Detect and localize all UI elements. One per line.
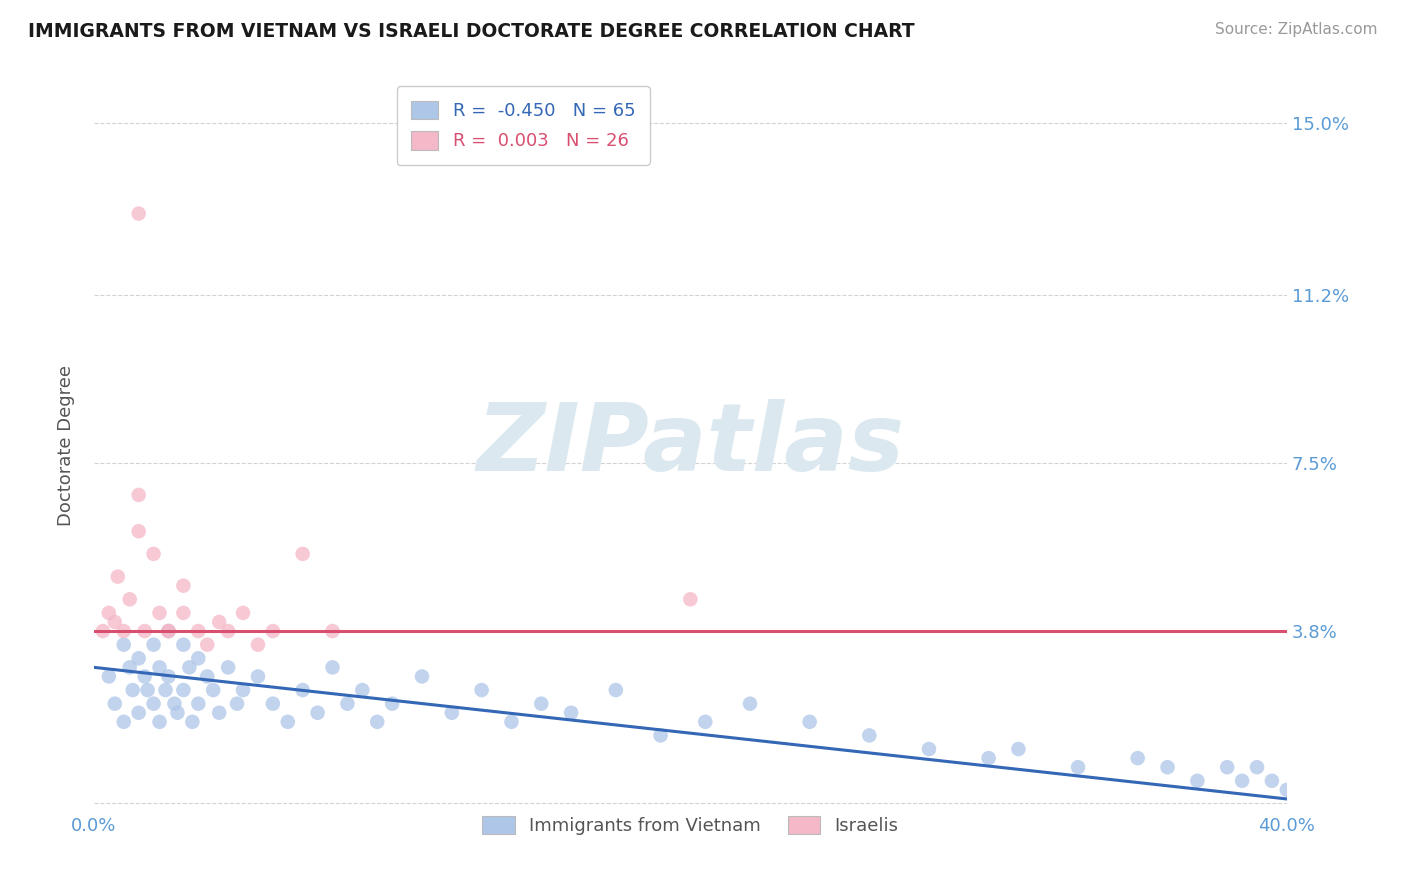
Point — [134, 624, 156, 638]
Point — [471, 683, 494, 698]
Point — [172, 579, 194, 593]
Point — [1261, 773, 1284, 788]
Point — [366, 714, 388, 729]
Point — [142, 697, 165, 711]
Point — [411, 669, 433, 683]
Point — [155, 683, 177, 698]
Point — [172, 683, 194, 698]
Point — [336, 697, 359, 711]
Point — [163, 697, 186, 711]
Point — [291, 683, 314, 698]
Point — [128, 706, 150, 720]
Point — [246, 669, 269, 683]
Point — [128, 651, 150, 665]
Point — [440, 706, 463, 720]
Legend: Immigrants from Vietnam, Israelis: Immigrants from Vietnam, Israelis — [472, 806, 908, 844]
Point — [501, 714, 523, 729]
Point — [1230, 773, 1253, 788]
Point — [181, 714, 204, 729]
Point — [97, 669, 120, 683]
Point — [650, 728, 672, 742]
Point — [166, 706, 188, 720]
Point — [1067, 760, 1090, 774]
Point — [128, 524, 150, 539]
Point — [157, 624, 180, 638]
Point — [1187, 773, 1209, 788]
Point — [352, 683, 374, 698]
Y-axis label: Doctorate Degree: Doctorate Degree — [58, 365, 75, 525]
Point — [291, 547, 314, 561]
Point — [91, 624, 114, 638]
Text: Source: ZipAtlas.com: Source: ZipAtlas.com — [1215, 22, 1378, 37]
Point — [148, 714, 170, 729]
Point — [104, 615, 127, 629]
Point — [112, 714, 135, 729]
Point — [134, 669, 156, 683]
Point — [858, 728, 880, 742]
Point — [1246, 760, 1268, 774]
Point — [738, 697, 761, 711]
Point — [246, 638, 269, 652]
Point — [136, 683, 159, 698]
Point — [104, 697, 127, 711]
Point — [187, 697, 209, 711]
Point — [195, 638, 218, 652]
Point — [262, 624, 284, 638]
Point — [118, 660, 141, 674]
Point — [142, 638, 165, 652]
Point — [277, 714, 299, 729]
Point — [142, 547, 165, 561]
Point — [1126, 751, 1149, 765]
Text: ZIPatlas: ZIPatlas — [477, 399, 904, 491]
Point — [148, 660, 170, 674]
Point — [187, 651, 209, 665]
Point — [321, 660, 343, 674]
Point — [187, 624, 209, 638]
Point — [112, 624, 135, 638]
Point — [226, 697, 249, 711]
Point — [172, 606, 194, 620]
Point — [918, 742, 941, 756]
Point — [605, 683, 627, 698]
Point — [118, 592, 141, 607]
Point — [107, 569, 129, 583]
Point — [1275, 783, 1298, 797]
Point — [217, 624, 239, 638]
Point — [217, 660, 239, 674]
Point — [157, 624, 180, 638]
Point — [208, 706, 231, 720]
Point — [195, 669, 218, 683]
Point — [381, 697, 404, 711]
Point — [321, 624, 343, 638]
Point — [157, 624, 180, 638]
Point — [208, 615, 231, 629]
Point — [1216, 760, 1239, 774]
Point — [1007, 742, 1029, 756]
Point — [307, 706, 329, 720]
Point — [679, 592, 702, 607]
Point — [172, 638, 194, 652]
Point — [128, 206, 150, 220]
Point — [128, 488, 150, 502]
Point — [202, 683, 225, 698]
Point — [262, 697, 284, 711]
Point — [977, 751, 1000, 765]
Point — [232, 606, 254, 620]
Point — [695, 714, 717, 729]
Point — [112, 638, 135, 652]
Point — [799, 714, 821, 729]
Point — [530, 697, 553, 711]
Point — [560, 706, 582, 720]
Point — [179, 660, 201, 674]
Point — [97, 606, 120, 620]
Point — [148, 606, 170, 620]
Point — [232, 683, 254, 698]
Point — [157, 669, 180, 683]
Point — [121, 683, 143, 698]
Point — [1156, 760, 1178, 774]
Text: IMMIGRANTS FROM VIETNAM VS ISRAELI DOCTORATE DEGREE CORRELATION CHART: IMMIGRANTS FROM VIETNAM VS ISRAELI DOCTO… — [28, 22, 915, 41]
